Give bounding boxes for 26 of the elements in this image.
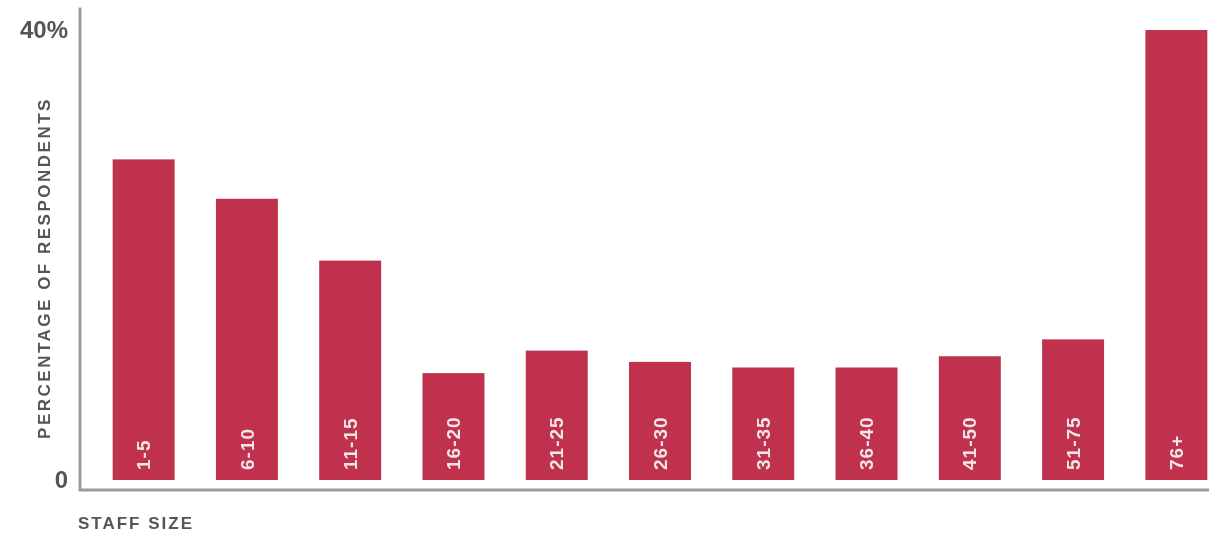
x-tick-label: 26-30 xyxy=(649,416,671,470)
bar xyxy=(732,367,795,480)
y-tick-label: 0 xyxy=(54,466,68,494)
x-tick-label: 31-35 xyxy=(752,416,774,470)
x-tick-label: 21-25 xyxy=(546,416,568,470)
bar xyxy=(629,361,691,480)
x-tick-label: 1-5 xyxy=(133,439,155,470)
y-axis-title: PERCENTAGE OF RESPONDENTS xyxy=(34,97,54,439)
bar xyxy=(938,356,1001,480)
x-axis-title: STAFF SIZE xyxy=(78,513,195,533)
bar xyxy=(835,367,898,480)
bar xyxy=(1042,339,1105,480)
bar xyxy=(1145,30,1208,480)
x-tick-label: 76+ xyxy=(1166,434,1188,470)
x-tick-label: 11-15 xyxy=(339,417,361,470)
bar xyxy=(525,350,588,480)
x-tick-label: 51-75 xyxy=(1062,416,1084,470)
x-tick-label: 16-20 xyxy=(443,416,465,470)
bar xyxy=(112,159,175,480)
x-tick-label: 36-40 xyxy=(856,416,878,470)
bar xyxy=(422,373,485,480)
y-tick-label: 40% xyxy=(19,16,68,44)
bar xyxy=(319,260,382,480)
x-tick-label: 41-50 xyxy=(959,416,981,470)
bar xyxy=(215,198,278,480)
x-tick-label: 6-10 xyxy=(236,427,258,470)
